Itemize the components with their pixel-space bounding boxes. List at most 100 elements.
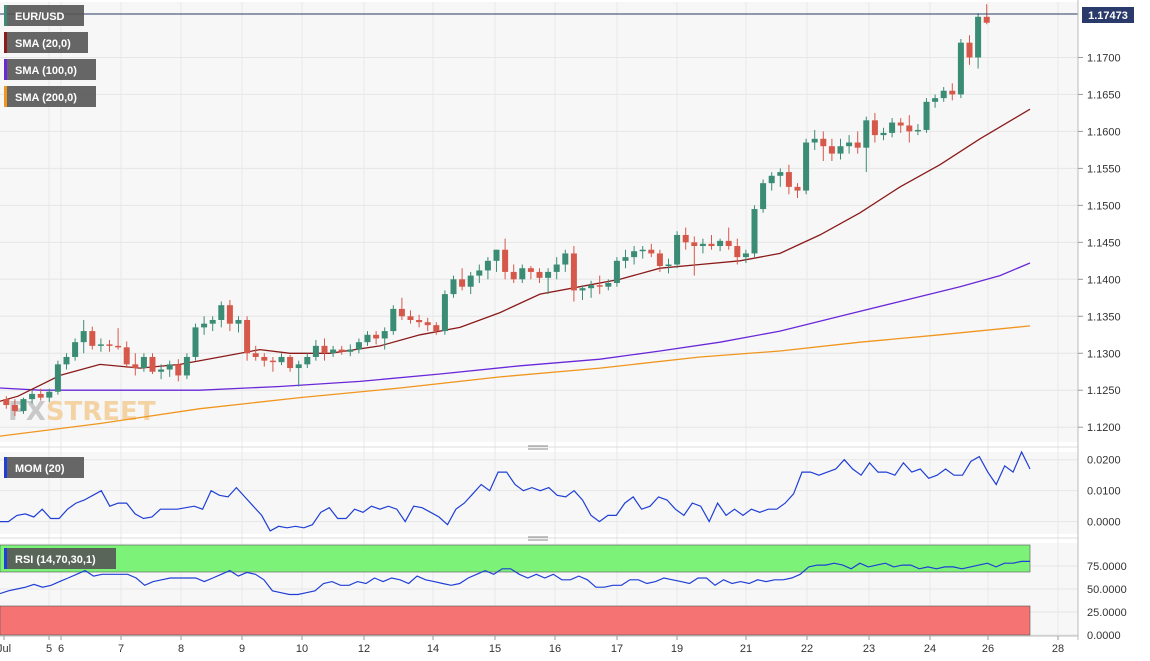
rsi-series (0, 560, 1030, 596)
candle (97, 338, 104, 352)
rsi-tick-label: 25.0000 (1087, 607, 1127, 619)
candle (235, 316, 242, 333)
candle (914, 124, 921, 136)
time-tick-label: 23 (863, 643, 875, 655)
candle (820, 131, 827, 161)
price-tick-label: 1.1400 (1087, 274, 1121, 286)
candlestick-series (3, 4, 990, 417)
candle (347, 344, 354, 357)
candle (725, 227, 732, 250)
candle (940, 87, 947, 102)
pane-divider-2[interactable] (0, 536, 1078, 541)
candle (570, 246, 577, 302)
candle (674, 231, 681, 269)
candle (596, 275, 603, 295)
time-tick-label: 7 (118, 643, 124, 655)
candle (244, 316, 251, 361)
pane-divider-1[interactable] (0, 445, 1078, 450)
candle (132, 353, 139, 376)
legend-sma-20[interactable]: SMA (20,0) (4, 32, 88, 53)
rsi-tick-label: 75.0000 (1087, 561, 1127, 573)
time-tick-label: 5 (46, 643, 52, 655)
time-tick-label: 8 (178, 643, 184, 655)
grid-lines (0, 2, 1078, 636)
candle (158, 364, 165, 380)
candle (932, 94, 939, 108)
legend-sma-200[interactable]: SMA (200,0) (4, 86, 96, 107)
candle (467, 271, 474, 295)
time-tick-label: 19 (671, 643, 683, 655)
legend-rsi[interactable]: RSI (14,70,30,1) (4, 548, 116, 569)
candle (975, 13, 982, 69)
candle (295, 360, 302, 387)
legend-momentum[interactable]: MOM (20) (4, 457, 84, 478)
sma-100-line (0, 262, 1031, 391)
candle (123, 341, 130, 369)
candle (192, 323, 199, 361)
candle (11, 399, 18, 417)
candle (966, 35, 973, 65)
candle (622, 249, 629, 269)
candle (897, 118, 904, 133)
candle (871, 112, 878, 143)
candle (889, 118, 896, 138)
candle (407, 310, 414, 324)
candle (166, 360, 173, 377)
candle (450, 275, 457, 298)
candle (252, 345, 259, 361)
candle (588, 280, 595, 298)
candle (553, 257, 560, 280)
last-price-tag: 1.17473 (1082, 7, 1134, 23)
momentum-tick-label: 0.0000 (1087, 517, 1121, 529)
legend-symbol[interactable]: EUR/USD (4, 5, 84, 26)
candle (484, 257, 491, 280)
candle (183, 353, 190, 380)
momentum-panel (0, 452, 1078, 534)
time-tick-label: 24 (924, 643, 936, 655)
time-tick-label: 21 (740, 643, 752, 655)
candle (536, 268, 543, 284)
candle (441, 290, 448, 335)
momentum-tick-label: 0.0100 (1087, 486, 1121, 498)
time-tick-label: 28 (1052, 643, 1064, 655)
candle (338, 345, 345, 355)
last-price-value: 1.17473 (1088, 10, 1128, 22)
legend-sma-100[interactable]: SMA (100,0) (4, 59, 96, 80)
candle (433, 322, 440, 335)
candle (828, 138, 835, 161)
time-tick-label: Jul (0, 643, 11, 655)
candle (476, 264, 483, 284)
watermark-logo: FXSTREET (8, 397, 156, 427)
candle (579, 285, 586, 301)
candle (3, 396, 10, 409)
candle (803, 138, 810, 195)
candle (424, 317, 431, 332)
price-panel (0, 2, 1078, 442)
candle (381, 327, 388, 350)
momentum-series (0, 450, 1031, 532)
candle (63, 353, 70, 370)
candle (708, 234, 715, 250)
candle (751, 205, 758, 258)
candle (837, 138, 844, 160)
candle (785, 164, 792, 195)
candle (742, 249, 749, 264)
candle (312, 339, 319, 361)
momentum-tick-label: 0.0200 (1087, 455, 1121, 467)
candle (699, 238, 706, 254)
candle (880, 127, 887, 141)
candle (768, 172, 775, 191)
candle (656, 249, 663, 272)
candle (321, 338, 328, 361)
legend-momentum-label: MOM (20) (15, 463, 65, 475)
legend-sma-200-label: SMA (200,0) (15, 92, 77, 104)
candle (72, 338, 79, 361)
rsi-oversold-zone (0, 605, 1031, 636)
time-tick-label: 16 (549, 643, 561, 655)
candle (175, 359, 182, 382)
rsi-line (0, 560, 1030, 596)
candle (605, 279, 612, 291)
candle (373, 331, 380, 345)
candle (46, 388, 53, 403)
